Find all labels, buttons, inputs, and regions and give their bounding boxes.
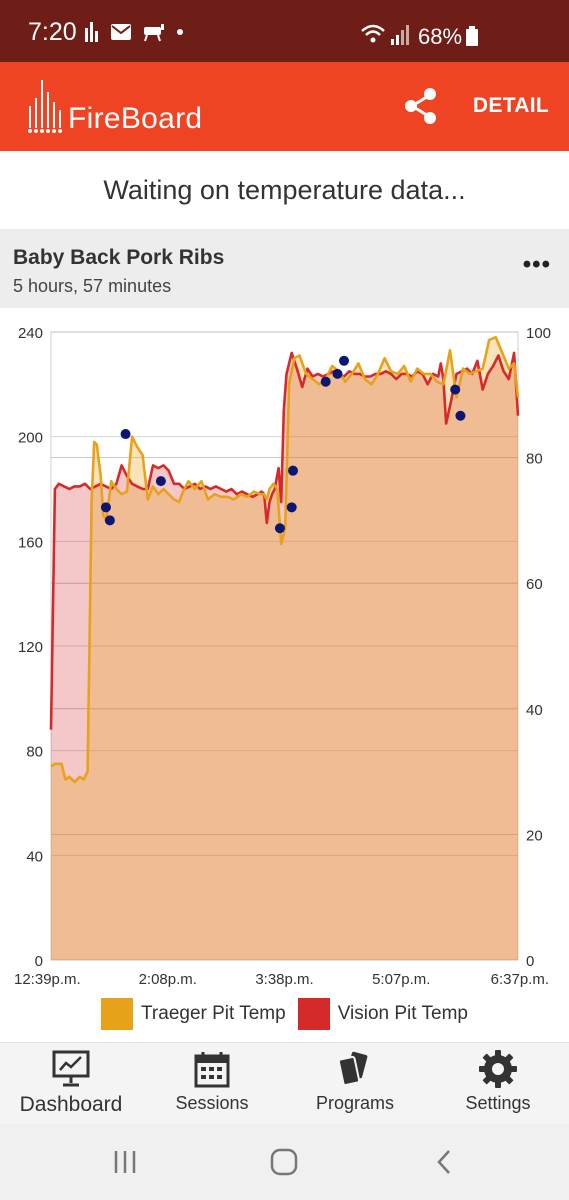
series-area-vision	[51, 352, 518, 960]
x-tick-label: 6:37p.m.	[491, 971, 549, 988]
data-marker	[288, 465, 299, 476]
y2-tick-label: 20	[526, 827, 543, 844]
x-tick-label: 12:39p.m.	[14, 971, 81, 988]
data-marker	[286, 502, 297, 513]
detail-button[interactable]: DETAIL	[472, 94, 549, 117]
dot-icon	[177, 29, 183, 35]
nav-programs[interactable]: Programs	[303, 1049, 407, 1114]
fireboard-logo: FireBoard	[26, 78, 202, 134]
legend-swatch-traeger	[101, 998, 134, 1030]
data-marker	[155, 476, 166, 487]
notification-icons	[84, 22, 184, 42]
y-tick-label: 240	[18, 325, 43, 342]
x-tick-label: 5:07p.m.	[372, 971, 430, 988]
mail-icon	[111, 24, 131, 40]
data-marker	[104, 515, 115, 526]
home-icon[interactable]	[270, 1148, 298, 1176]
fireboard-logo-icon	[28, 80, 62, 133]
status-time: 7:20	[28, 18, 77, 46]
y-tick-label: 40	[26, 848, 43, 865]
data-marker	[450, 384, 461, 395]
y2-tick-label: 100	[526, 325, 551, 342]
temperature-chart: 0 40 80 120 160 200 240 0 20 40 60 80 100 12:39p.m. 2:…	[0, 308, 569, 1042]
y-tick-label: 80	[26, 744, 43, 761]
y2-tick-label: 0	[526, 953, 534, 970]
share-icon[interactable]	[404, 88, 438, 124]
nav-settings-label: Settings	[465, 1093, 531, 1113]
status-bar: 7:20 68%	[0, 0, 569, 62]
status-message: Waiting on temperature data...	[0, 151, 569, 229]
session-header: Baby Back Pork Ribs 5 hours, 57 minutes …	[0, 229, 569, 308]
grill-icon	[144, 24, 164, 42]
y-tick-label: 0	[35, 953, 43, 970]
nav-dashboard[interactable]: Dashboard	[16, 1049, 126, 1117]
recent-apps-icon[interactable]	[112, 1149, 138, 1175]
y-tick-label: 120	[18, 639, 43, 656]
logo-text: FireBoard	[68, 102, 203, 135]
y-tick-label: 160	[18, 534, 43, 551]
data-marker	[455, 410, 466, 421]
y2-tick-label: 80	[526, 451, 543, 468]
chart-legend: Traeger Pit Temp Vision Pit Temp	[0, 998, 569, 1030]
data-marker	[339, 355, 350, 366]
x-tick-label: 2:08p.m.	[139, 971, 197, 988]
legend-item-traeger: Traeger Pit Temp	[101, 998, 286, 1030]
series-line-traeger	[50, 335, 520, 784]
app-bar: FireBoard DETAIL	[0, 62, 569, 151]
battery-percent: 68%	[418, 24, 463, 49]
series-line-vision	[49, 351, 520, 730]
y2-tick-label: 40	[526, 702, 543, 719]
series-area-traeger	[51, 337, 518, 960]
calendar-icon	[194, 1052, 230, 1088]
data-marker	[120, 429, 131, 440]
nav-programs-label: Programs	[315, 1093, 395, 1113]
back-icon[interactable]	[434, 1148, 454, 1176]
y-tick-label: 200	[18, 430, 43, 447]
nav-sessions[interactable]: Sessions	[162, 1049, 262, 1114]
legend-label-vision: Vision Pit Temp	[337, 1003, 468, 1024]
x-tick-label: 3:38p.m.	[255, 971, 313, 988]
data-marker	[332, 368, 343, 379]
data-marker	[100, 502, 111, 513]
signal-icon	[391, 25, 409, 45]
activity-icon	[85, 22, 98, 42]
nav-dashboard-label: Dashboard	[19, 1093, 123, 1116]
legend-label-traeger: Traeger Pit Temp	[141, 1003, 286, 1024]
battery-icon	[466, 26, 478, 46]
cards-icon	[337, 1051, 368, 1087]
gear-icon	[479, 1050, 517, 1088]
legend-swatch-vision	[297, 998, 330, 1030]
data-marker	[274, 523, 285, 534]
session-duration: 5 hours, 57 minutes	[13, 276, 172, 296]
legend-item-vision: Vision Pit Temp	[297, 998, 468, 1030]
nav-settings[interactable]: Settings	[450, 1049, 546, 1114]
dashboard-icon	[52, 1050, 90, 1087]
bottom-navigation: Dashboard Sessions Programs Settings	[0, 1042, 569, 1125]
temperature-chart-svg: 0 40 80 120 160 200 240 0 20 40 60 80 100 12:39p.m. 2:…	[14, 325, 551, 988]
wifi-icon	[361, 24, 385, 43]
nav-sessions-label: Sessions	[175, 1093, 249, 1113]
data-marker	[320, 376, 331, 387]
y2-tick-label: 60	[526, 576, 543, 593]
session-title: Baby Back Pork Ribs	[13, 246, 225, 269]
more-options-icon[interactable]: •••	[522, 251, 551, 278]
system-navigation	[0, 1124, 569, 1200]
